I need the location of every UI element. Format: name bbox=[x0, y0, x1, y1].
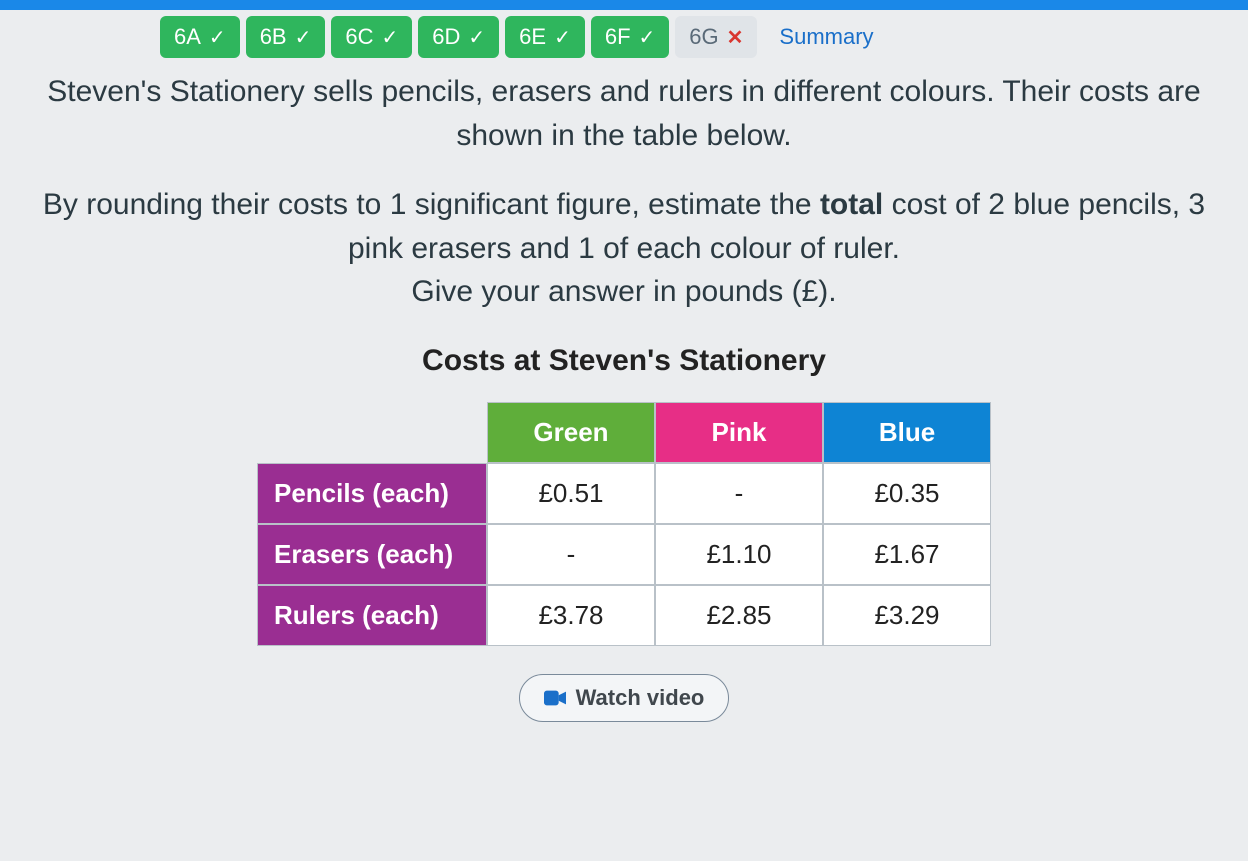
x-icon: ✕ bbox=[727, 25, 744, 50]
question-units: Give your answer in pounds (£). bbox=[30, 270, 1218, 314]
table-title: Costs at Steven's Stationery bbox=[30, 344, 1218, 378]
tab-6g[interactable]: 6G ✕ bbox=[675, 16, 757, 58]
table-cell: £3.78 bbox=[487, 585, 655, 646]
tab-label: 6F bbox=[605, 24, 631, 50]
table-cell: - bbox=[487, 524, 655, 585]
watch-video-label: Watch video bbox=[576, 685, 705, 711]
check-icon: ✓ bbox=[468, 25, 485, 50]
tab-6e[interactable]: 6E ✓ bbox=[505, 16, 585, 58]
table-cell: £0.35 bbox=[823, 463, 991, 524]
row-header: Pencils (each) bbox=[257, 463, 487, 524]
col-header-blue: Blue bbox=[823, 402, 991, 463]
question-task-pre: By rounding their costs to 1 significant… bbox=[43, 188, 820, 221]
tab-label: 6D bbox=[432, 24, 460, 50]
table-cell: £1.10 bbox=[655, 524, 823, 585]
question-task-bold: total bbox=[820, 188, 883, 221]
summary-link[interactable]: Summary bbox=[763, 16, 889, 58]
video-camera-icon bbox=[544, 690, 566, 706]
question-tabs: 6A ✓ 6B ✓ 6C ✓ 6D ✓ 6E ✓ 6F ✓ 6G ✕ Summary bbox=[0, 10, 1248, 58]
price-table: GreenPinkBluePencils (each)£0.51-£0.35Er… bbox=[257, 402, 991, 646]
tab-6b[interactable]: 6B ✓ bbox=[246, 16, 326, 58]
check-icon: ✓ bbox=[295, 25, 312, 50]
check-icon: ✓ bbox=[382, 25, 399, 50]
col-header-green: Green bbox=[487, 402, 655, 463]
question-task: By rounding their costs to 1 significant… bbox=[30, 183, 1218, 270]
top-bar bbox=[0, 0, 1248, 10]
tab-label: 6B bbox=[260, 24, 287, 50]
tab-label: 6C bbox=[345, 24, 373, 50]
tab-label: 6E bbox=[519, 24, 546, 50]
table-cell: £3.29 bbox=[823, 585, 991, 646]
row-header: Erasers (each) bbox=[257, 524, 487, 585]
table-corner bbox=[257, 402, 487, 463]
table-cell: £1.67 bbox=[823, 524, 991, 585]
check-icon: ✓ bbox=[554, 25, 571, 50]
check-icon: ✓ bbox=[639, 25, 656, 50]
watch-video-button[interactable]: Watch video bbox=[519, 674, 730, 722]
check-icon: ✓ bbox=[209, 25, 226, 50]
question-content: Steven's Stationery sells pencils, erase… bbox=[0, 58, 1248, 722]
col-header-pink: Pink bbox=[655, 402, 823, 463]
tab-6f[interactable]: 6F ✓ bbox=[591, 16, 669, 58]
tab-6d[interactable]: 6D ✓ bbox=[418, 16, 499, 58]
question-intro: Steven's Stationery sells pencils, erase… bbox=[30, 70, 1218, 157]
tab-label: 6A bbox=[174, 24, 201, 50]
row-header: Rulers (each) bbox=[257, 585, 487, 646]
table-cell: £0.51 bbox=[487, 463, 655, 524]
tab-6a[interactable]: 6A ✓ bbox=[160, 16, 240, 58]
table-cell: £2.85 bbox=[655, 585, 823, 646]
tab-label: 6G bbox=[689, 24, 718, 50]
tab-6c[interactable]: 6C ✓ bbox=[331, 16, 412, 58]
table-cell: - bbox=[655, 463, 823, 524]
